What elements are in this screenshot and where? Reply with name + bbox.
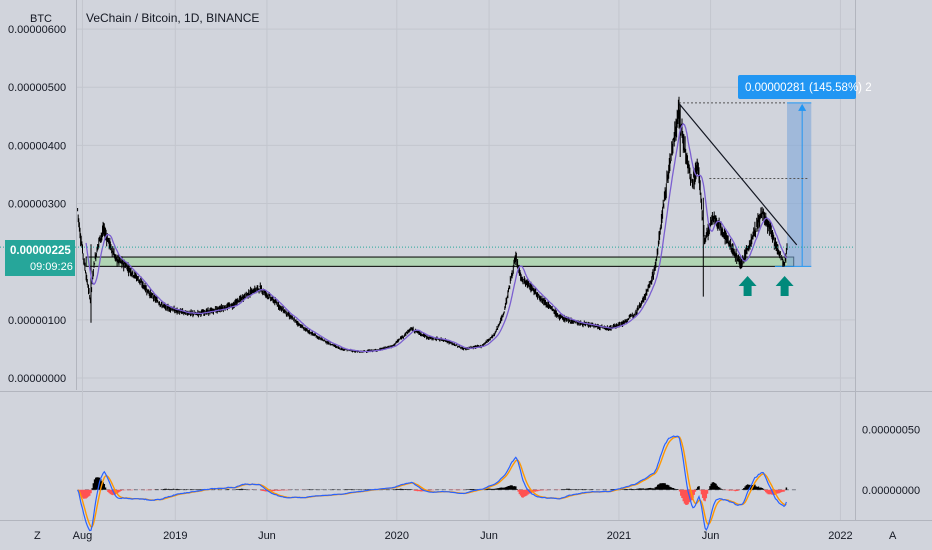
chart-title: VeChain / Bitcoin, 1D, BINANCE [86,11,259,25]
indicator-tick-label: 0.00000000 [862,485,920,497]
auto-scale-button[interactable]: A [889,530,897,542]
candles [77,96,788,353]
x-tick-label: 2021 [607,530,631,542]
zoom-button[interactable]: Z [34,530,41,542]
x-tick-label: 2019 [163,530,187,542]
support-zone[interactable] [85,256,795,267]
x-tick-label: 2022 [828,530,852,542]
up-arrow-marker [775,276,794,296]
measure-arrowhead [798,103,807,111]
time-axis-ticks: Aug 2019 Jun 2020 Jun 2021 Jun 2022 [73,530,853,542]
x-tick-label: Aug [73,530,93,542]
arrows [738,276,794,296]
price-pane[interactable] [0,0,932,390]
macd-line [77,435,787,532]
x-tick-label: Jun [480,530,498,542]
y-tick-label: 0.00000300 [8,199,66,211]
x-tick-label: 2020 [385,530,409,542]
y-tick-label: 0.00000600 [8,24,66,36]
x-tick-label: Jun [258,530,276,542]
y-tick-label: 0.00000100 [8,315,66,327]
x-tick-label: Jun [702,530,720,542]
y-tick-label: 0.00000400 [8,140,66,152]
trendline[interactable] [678,103,798,246]
y-axis-ticks: 0.00000600 0.00000500 0.00000400 0.00000300… [8,24,66,385]
price-badge-value: 0.00000225 [10,245,71,257]
currency-label: BTC [30,13,52,25]
price-badge-countdown: 09:09:26 [30,261,73,273]
candle-wicks [77,96,788,353]
price-badge [5,240,75,276]
indicator-axis-ticks: 0.00000050 0.00000000 [862,424,920,496]
measure-label: 0.00000281 (145.58%) 2 [745,82,872,94]
moving-average-line [85,122,787,353]
indicator-pane[interactable] [0,393,932,520]
up-arrow-marker [738,276,757,296]
y-tick-label: 0.00000500 [8,82,66,94]
measure-label-bg [738,75,856,99]
indicator-tick-label: 0.00000050 [862,424,920,436]
measure-box[interactable] [787,102,812,267]
y-tick-label: 0.00000000 [8,373,66,385]
